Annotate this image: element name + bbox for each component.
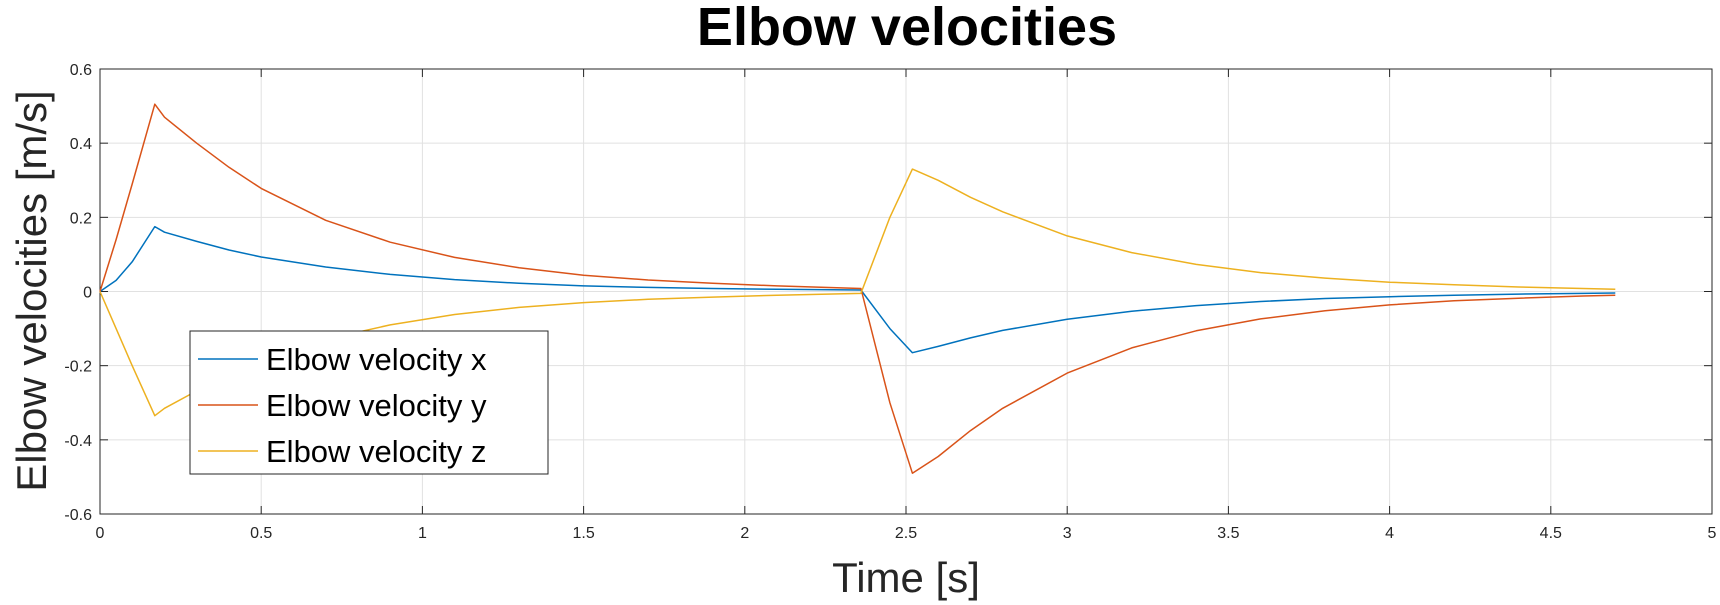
chart-title: Elbow velocities xyxy=(697,0,1117,57)
x-axis-label: Time [s] xyxy=(832,554,980,601)
x-tick-label: 4.5 xyxy=(1540,525,1562,542)
y-tick-label: 0.2 xyxy=(70,210,92,227)
axis-ticks: 0 0.5 1 1.5 2 2.5 3 3.5 4 4.5 5 -0.6 -0.4 -0.2 0 0.2 0.4… xyxy=(64,62,1716,542)
y-tick-label: 0.4 xyxy=(70,136,92,153)
y-tick-label: 0 xyxy=(83,285,92,302)
y-tick-label: 0.6 xyxy=(70,62,92,79)
x-tick-label: 4 xyxy=(1385,525,1394,542)
x-tick-label: 5 xyxy=(1708,525,1717,542)
y-axis-label: Elbow velocities [m/s] xyxy=(8,90,55,491)
x-tick-label: 3 xyxy=(1063,525,1072,542)
legend-label: Elbow velocity x xyxy=(266,342,487,377)
x-tick-label: 1 xyxy=(418,525,427,542)
series-line-1 xyxy=(99,225,1616,354)
x-tick-label: 0.5 xyxy=(250,525,272,542)
legend: Elbow velocity x Elbow velocity y Elbow ve… xyxy=(189,330,549,475)
legend-label: Elbow velocity y xyxy=(266,388,487,423)
x-tick-label: 2.5 xyxy=(895,525,917,542)
y-tick-label: -0.6 xyxy=(64,507,92,524)
x-tick-label: 0 xyxy=(96,525,105,542)
legend-label: Elbow velocity z xyxy=(266,434,487,469)
legend-box xyxy=(189,330,549,475)
y-tick-label: -0.4 xyxy=(64,433,92,450)
y-tick-label: -0.2 xyxy=(64,359,92,376)
x-tick-label: 1.5 xyxy=(572,525,594,542)
series-line-2 xyxy=(99,103,1616,474)
x-tick-label: 2 xyxy=(740,525,749,542)
x-tick-label: 3.5 xyxy=(1217,525,1239,542)
